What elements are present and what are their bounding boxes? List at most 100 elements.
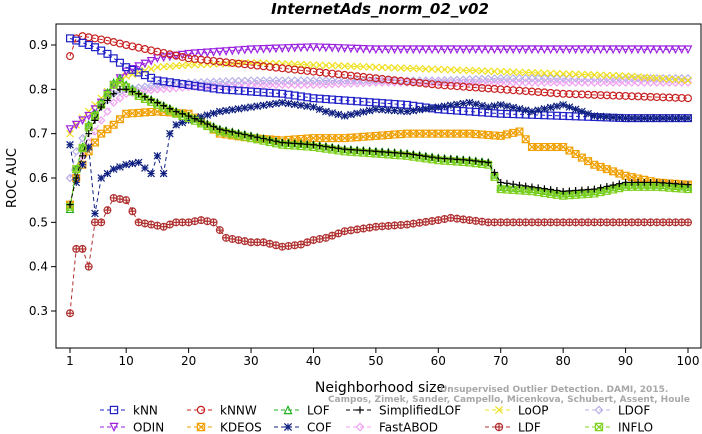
data-point	[453, 66, 461, 74]
data-point	[371, 45, 381, 55]
legend-item-knn: kNN	[100, 404, 158, 418]
data-point	[384, 148, 392, 156]
data-point	[303, 140, 311, 148]
data-point	[478, 67, 486, 75]
data-point	[446, 75, 456, 85]
data-point	[296, 43, 306, 53]
x-tick-label: 10	[119, 354, 134, 368]
data-point	[284, 99, 293, 108]
data-point	[683, 94, 692, 103]
data-point	[652, 74, 662, 83]
data-point	[315, 235, 324, 243]
data-point	[235, 129, 242, 137]
data-point	[403, 107, 411, 116]
data-point	[196, 48, 206, 58]
data-point	[97, 174, 106, 182]
data-point	[72, 165, 81, 174]
data-point	[265, 44, 275, 54]
data-point	[122, 196, 131, 205]
data-point	[684, 185, 692, 194]
data-point	[103, 206, 112, 215]
data-point	[240, 45, 250, 55]
data-point	[408, 45, 418, 55]
data-point	[521, 45, 531, 55]
data-point	[471, 66, 480, 75]
data-point	[103, 169, 112, 178]
data-point	[315, 76, 324, 85]
legend: kNN kNNW LOF SimplifiedLOF LoOP LDOF ODIN KDEOS…	[100, 404, 653, 434]
data-point	[196, 422, 206, 432]
data-point	[302, 80, 312, 90]
data-point	[552, 78, 562, 87]
data-point	[516, 181, 523, 189]
data-point	[465, 45, 474, 55]
data-point	[297, 140, 305, 148]
chart-title: InternetAds_norm_02_v02	[271, 0, 489, 18]
data-point	[466, 156, 473, 164]
data-point	[683, 45, 693, 55]
data-point	[590, 71, 599, 79]
legend-item-loop: LoOP	[485, 404, 549, 418]
data-point	[646, 74, 655, 83]
data-point	[259, 44, 268, 54]
data-point	[328, 61, 337, 70]
legend-label: kNN	[133, 404, 158, 418]
data-point	[508, 45, 518, 55]
legend-label: kNNW	[220, 404, 257, 418]
data-point	[116, 163, 124, 171]
data-point	[315, 43, 325, 53]
data-point	[384, 106, 393, 114]
data-point	[103, 49, 112, 58]
data-point	[247, 103, 255, 111]
data-point	[447, 155, 455, 163]
data-point	[247, 132, 255, 140]
data-point	[658, 45, 668, 55]
data-point	[677, 114, 686, 122]
data-point	[352, 44, 362, 54]
data-point	[277, 80, 287, 90]
data-point	[135, 90, 143, 98]
data-point	[272, 137, 280, 145]
data-point	[603, 71, 611, 80]
data-point	[134, 158, 143, 167]
data-point	[321, 43, 331, 53]
data-point	[578, 186, 586, 194]
data-point	[315, 80, 324, 89]
data-point	[166, 129, 174, 138]
data-point	[490, 102, 499, 110]
data-point	[534, 106, 543, 114]
data-point	[684, 76, 692, 85]
data-point	[259, 101, 268, 110]
data-point	[615, 180, 623, 188]
data-point	[265, 76, 275, 85]
legend-item-knnw: kNNW	[187, 404, 257, 418]
data-point	[578, 70, 586, 79]
data-point	[378, 148, 386, 156]
data-point	[302, 43, 312, 53]
data-point	[365, 106, 374, 115]
data-point	[415, 45, 424, 55]
data-point	[671, 45, 680, 55]
data-point	[109, 405, 119, 415]
data-point	[134, 62, 144, 72]
data-point	[365, 63, 374, 71]
data-point	[634, 179, 642, 186]
data-point	[534, 184, 542, 192]
data-point	[234, 105, 243, 113]
data-point	[209, 109, 218, 118]
data-point	[571, 70, 580, 79]
data-point	[484, 103, 493, 111]
data-point	[153, 85, 162, 94]
data-point	[116, 85, 124, 93]
data-point	[153, 99, 161, 107]
data-point	[609, 71, 617, 80]
data-point	[416, 151, 423, 159]
series-simplifiedlof	[66, 85, 692, 208]
legend-label: LoOP	[518, 404, 549, 418]
data-point	[508, 78, 518, 87]
data-point	[334, 76, 343, 85]
data-point	[565, 45, 574, 55]
data-point	[347, 62, 355, 71]
data-point	[621, 72, 630, 80]
data-point	[571, 78, 580, 87]
